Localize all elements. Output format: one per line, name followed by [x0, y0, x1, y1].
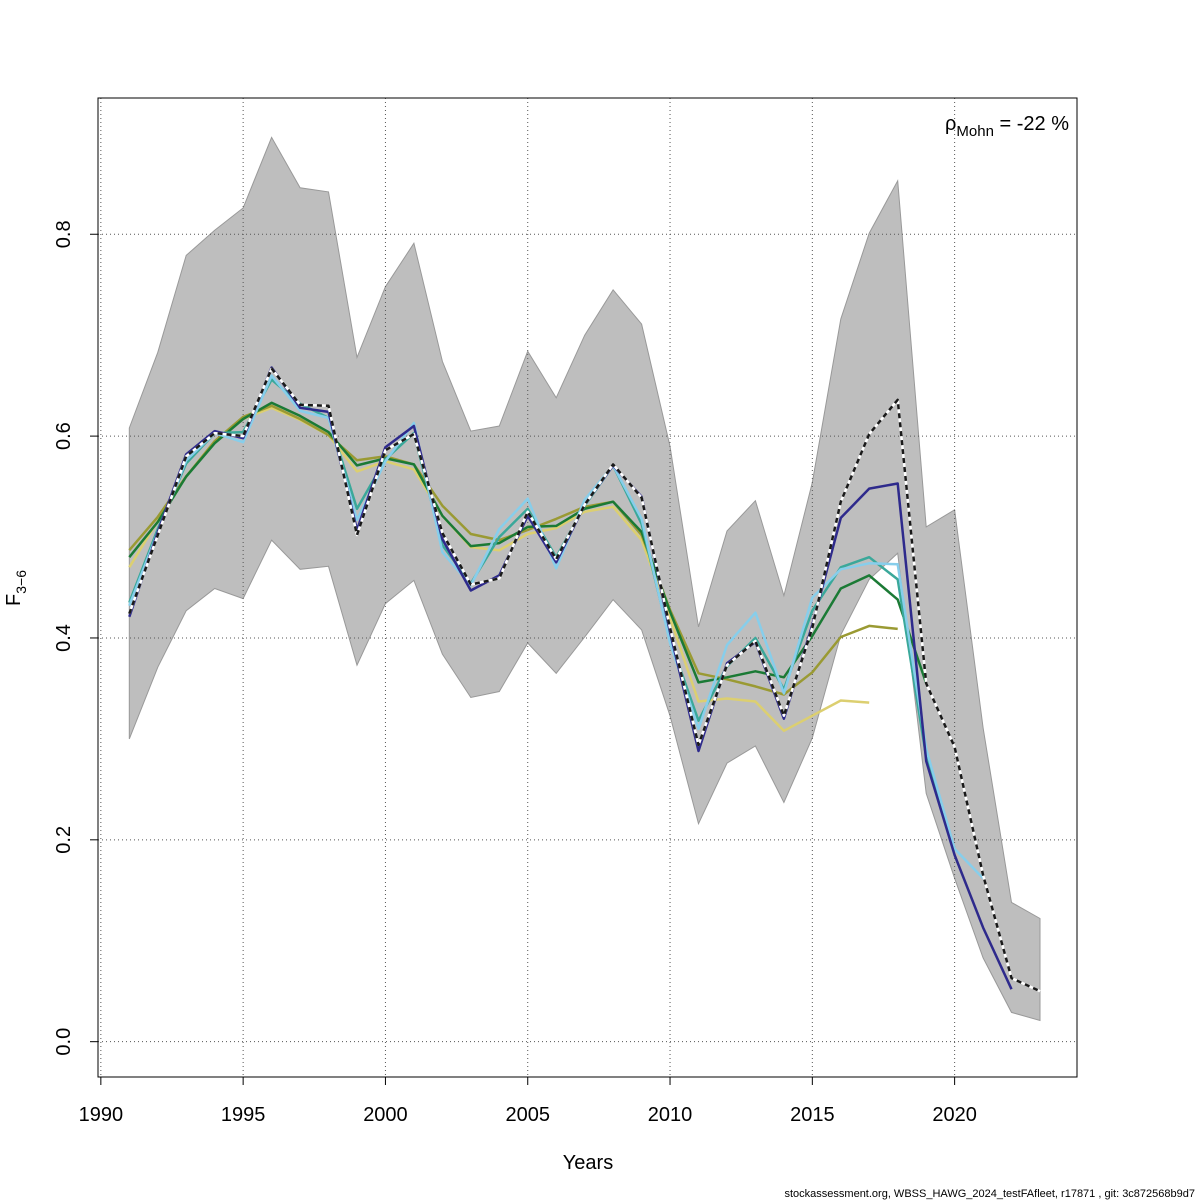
y-tick-label: 0.0 [53, 1028, 75, 1056]
x-axis-title: Years [563, 1152, 613, 1174]
x-tick-label: 2020 [932, 1104, 977, 1126]
confidence-band [128, 136, 1041, 1022]
x-axis: 1990 1995 2000 2005 2010 2015 2020 [79, 1076, 977, 1126]
y-tick-label: 0.6 [53, 422, 75, 450]
footer-credit: stockassessment.org, WBSS_HAWG_2024_test… [785, 1188, 1196, 1200]
mohn-rho-subscript: Mohn [956, 123, 994, 140]
y-tick-label: 0.4 [53, 624, 75, 652]
y-axis-title-main: F [3, 594, 25, 606]
confidence-band-layer [128, 136, 1041, 1022]
x-tick-label: 1995 [221, 1104, 266, 1126]
y-axis: 0.0 0.2 0.4 0.6 0.8 [53, 220, 99, 1056]
y-axis-title: F3−6 [3, 570, 29, 606]
x-tick-label: 2015 [790, 1104, 835, 1126]
series-line-peel-2 [128, 374, 984, 880]
mohn-rho-value: = -22 % [994, 113, 1069, 135]
y-tick-label: 0.8 [53, 220, 75, 248]
y-tick-label: 0.2 [53, 826, 75, 854]
series-line-base-underlay [128, 367, 1041, 993]
mohn-rho-symbol: ρ [945, 113, 956, 135]
x-tick-label: 2000 [363, 1104, 408, 1126]
x-tick-label: 2010 [648, 1104, 693, 1126]
x-tick-label: 1990 [79, 1104, 124, 1126]
x-tick-label: 2005 [505, 1104, 550, 1126]
series-layer [128, 366, 1041, 993]
mohn-rho-annotation: ρMohn = -22 % [945, 113, 1069, 140]
y-axis-title-sub: 3−6 [13, 570, 29, 594]
